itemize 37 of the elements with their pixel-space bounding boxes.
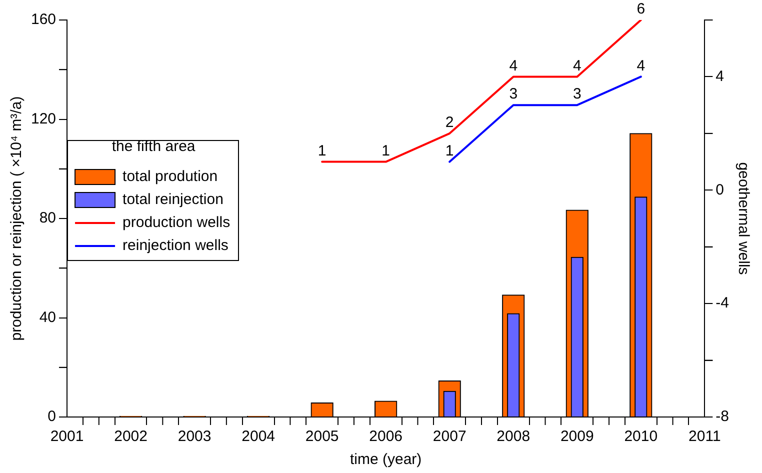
x-tick-label: 2008 [496, 428, 530, 446]
x-tick-label: 2007 [432, 428, 466, 446]
data-label: 6 [636, 0, 646, 18]
y-tick-label: 0 [48, 408, 56, 426]
y-tick-label: 160 [30, 11, 56, 28]
y-tick-label: 40 [39, 308, 56, 326]
y-tick-label: 120 [30, 110, 56, 128]
x-tick-label: 2004 [242, 428, 276, 446]
legend-label: total prodution [122, 168, 218, 186]
y2-axis-title: geothermal wells [734, 162, 752, 275]
data-label: 1 [445, 142, 454, 160]
legend-label: reinjection wells [122, 237, 228, 254]
x-tick-label: 2011 [688, 428, 721, 446]
x-tick-label: 2002 [114, 428, 148, 446]
data-label: 4 [509, 57, 518, 74]
x-tick-label: 2009 [560, 428, 594, 446]
x-axis-title: time (year) [350, 451, 422, 468]
x-tick-label: 2003 [178, 428, 212, 446]
data-label: 4 [636, 57, 646, 74]
legend-label: production wells [122, 214, 230, 232]
data-label: 4 [572, 57, 582, 74]
y2-tick-label: -4 [716, 294, 730, 312]
y-tick-label: 80 [39, 210, 56, 227]
data-label: 3 [509, 86, 518, 103]
x-tick-label: 2006 [369, 428, 403, 446]
x-tick-label: 2010 [624, 428, 658, 446]
y-axis-title: production or reinjection ( ×10⁴ m³/a) [8, 96, 26, 341]
y2-tick-label: 4 [716, 68, 724, 85]
y2-tick-label: 0 [716, 181, 724, 198]
x-tick-label: 2001 [50, 428, 84, 446]
data-label: 3 [572, 86, 582, 103]
data-label: 1 [318, 142, 326, 160]
x-tick-label: 2005 [305, 428, 339, 446]
data-label: 2 [445, 114, 454, 132]
data-label: 1 [382, 142, 390, 160]
legend-label: total reinjection [122, 191, 224, 208]
y2-tick-label: -8 [716, 408, 730, 426]
